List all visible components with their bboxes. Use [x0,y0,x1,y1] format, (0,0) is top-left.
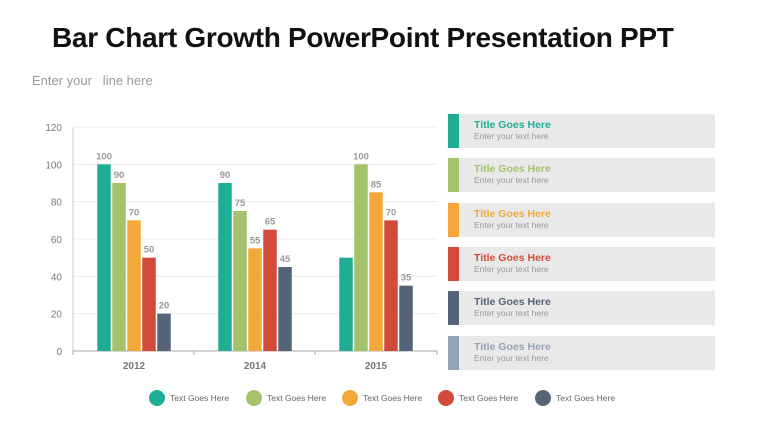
legend-label: Text Goes Here [459,393,519,403]
legend-item: Text Goes Here [246,390,326,406]
x-tick-label: 2012 [123,361,146,372]
info-card: Title Goes Here Enter your text here [448,203,715,237]
legend-dot-icon [342,390,358,406]
card-text: Enter your text here [474,264,549,274]
legend-label: Text Goes Here [556,393,616,403]
bar [339,257,353,351]
legend-item: Text Goes Here [342,390,422,406]
bar [248,248,262,351]
card-text: Enter your text here [474,308,549,318]
color-strip [448,291,459,325]
card-title: Title Goes Here [474,252,551,264]
info-card: Title Goes Here Enter your text here [448,158,715,192]
data-label: 75 [235,198,246,209]
bar [369,192,383,351]
card-title: Title Goes Here [474,341,551,353]
bar [112,183,126,351]
card-title: Title Goes Here [474,208,551,220]
bar [218,183,232,351]
x-tick-label: 2015 [365,361,388,372]
card-text: Enter your text here [474,175,549,185]
page-subtitle: Enter your line here [32,73,153,88]
data-label: 90 [220,170,231,181]
y-tick-label: 40 [51,272,63,283]
y-tick-label: 120 [45,123,62,134]
info-card: Title Goes Here Enter your text here [448,247,715,281]
info-card: Title Goes Here Enter your text here [448,114,715,148]
y-tick-label: 0 [56,347,62,358]
legend-label: Text Goes Here [267,393,327,403]
card-text: Enter your text here [474,131,549,141]
data-label: 20 [159,301,170,312]
data-label: 85 [371,179,382,190]
y-tick-label: 100 [45,160,62,171]
bar [127,220,141,351]
y-tick-label: 20 [51,310,63,321]
bar [157,313,171,351]
card-title: Title Goes Here [474,119,551,131]
bar [354,164,368,351]
card-title: Title Goes Here [474,296,551,308]
color-strip [448,203,459,237]
card-text: Enter your text here [474,353,549,363]
card-text: Enter your text here [474,220,549,230]
bar [263,229,277,351]
bar [97,164,111,351]
legend-label: Text Goes Here [363,393,423,403]
legend-item: Text Goes Here [149,390,229,406]
color-strip [448,158,459,192]
data-label: 55 [250,235,261,246]
data-label: 50 [144,245,155,256]
y-tick-label: 60 [51,235,63,246]
card-title: Title Goes Here [474,163,551,175]
bar [384,220,398,351]
data-label: 70 [129,207,140,218]
data-label: 100 [353,151,369,162]
legend-item: Text Goes Here [535,390,615,406]
info-card: Title Goes Here Enter your text here [448,336,715,370]
legend-dot-icon [246,390,262,406]
data-label: 35 [401,273,412,284]
data-label: 65 [265,217,276,228]
legend-dot-icon [438,390,454,406]
color-strip [448,247,459,281]
data-label: 45 [280,254,291,265]
y-tick-label: 80 [51,198,63,209]
bar [233,211,247,351]
bar [399,285,413,351]
data-label: 100 [96,151,112,162]
color-strip [448,336,459,370]
legend-item: Text Goes Here [438,390,518,406]
data-label: 70 [386,207,397,218]
legend-label: Text Goes Here [170,393,230,403]
bar [278,267,292,351]
legend-dot-icon [535,390,551,406]
legend-dot-icon [149,390,165,406]
x-tick-label: 2014 [244,361,267,372]
data-label: 90 [114,170,125,181]
color-strip [448,114,459,148]
info-card: Title Goes Here Enter your text here [448,291,715,325]
page-title: Bar Chart Growth PowerPoint Presentation… [52,22,674,53]
bar [142,257,156,351]
